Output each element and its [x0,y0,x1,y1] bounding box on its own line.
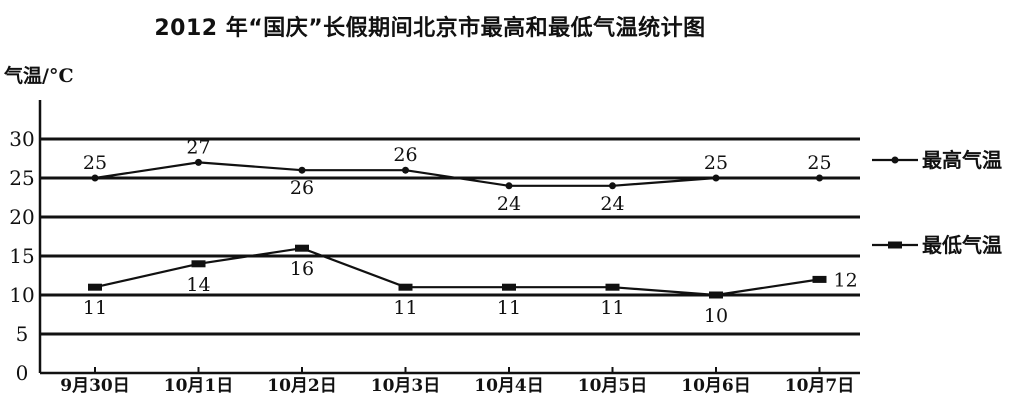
chart-title: 2012 年“国庆”长假期间北京市最高和最低气温统计图 [154,16,706,41]
legend-label-0: 最高气温 [922,148,1002,172]
low-data-label: 11 [497,297,521,319]
high-data-label: 26 [393,144,417,166]
high-data-label: 25 [704,152,728,174]
high-point [195,158,202,166]
low-point [812,275,827,283]
high-data-label: 24 [600,193,624,215]
x-tick-label: 10月7日 [785,376,855,396]
x-tick-label: 10月2日 [267,376,337,396]
y-tick-label: 0 [16,361,29,385]
high-point [298,166,306,174]
axis-layer: 0 5 10 15 20 25 30 9月30日 10月1日 10月2日 10月3日 10月4日 10月… [3,64,860,396]
y-tick-label: 20 [9,205,34,229]
legend-marker-1 [888,241,902,249]
y-tick-label: 5 [16,322,29,346]
low-point [398,283,413,291]
low-point [709,291,723,299]
x-tick-label: 10月5日 [578,376,648,396]
low-point [88,283,102,291]
low-data-label: 11 [600,297,624,319]
x-tick-label: 10月1日 [164,376,234,396]
y-tick-label: 10 [9,283,34,307]
low-data-label: 11 [83,297,107,319]
y-tick-label: 25 [9,166,34,190]
grid-layer [40,137,860,336]
x-tick-label: 10月6日 [681,376,751,396]
low-data-label: 16 [290,258,314,280]
low-data-label: 12 [834,269,858,291]
high-point [402,166,409,174]
low-point [502,283,516,291]
x-tick-label: 10月3日 [371,376,441,396]
y-tick-label: 15 [9,244,34,268]
high-point [816,174,823,182]
high-data-label: 27 [186,136,210,158]
high-point [505,182,513,190]
high-data-label: 24 [497,193,521,215]
y-axis-label: 气温/°C [3,64,74,87]
high-data-label: 25 [807,152,831,174]
series-layer [88,158,827,299]
high-point [91,174,99,182]
label-layer: 25 27 26 26 24 24 25 25 11 14 16 11 11 11 10 12 [83,136,858,327]
legend-marker-0 [891,156,899,164]
low-point [605,283,620,291]
x-tick-label: 10月4日 [474,376,544,396]
y-tick-label: 30 [9,127,34,151]
high-data-label: 25 [83,152,107,174]
low-data-label: 10 [704,305,728,327]
high-point [712,174,720,182]
x-tick-label: 9月30日 [60,376,130,396]
low-point [295,244,309,252]
legend-label-1: 最低气温 [922,233,1002,257]
low-point [191,260,206,268]
low-data-label: 11 [393,297,417,319]
high-data-label: 26 [290,177,314,199]
series-line-1 [94,247,820,297]
low-data-label: 14 [186,274,210,296]
high-point [609,182,616,190]
series-line-0 [94,161,820,187]
